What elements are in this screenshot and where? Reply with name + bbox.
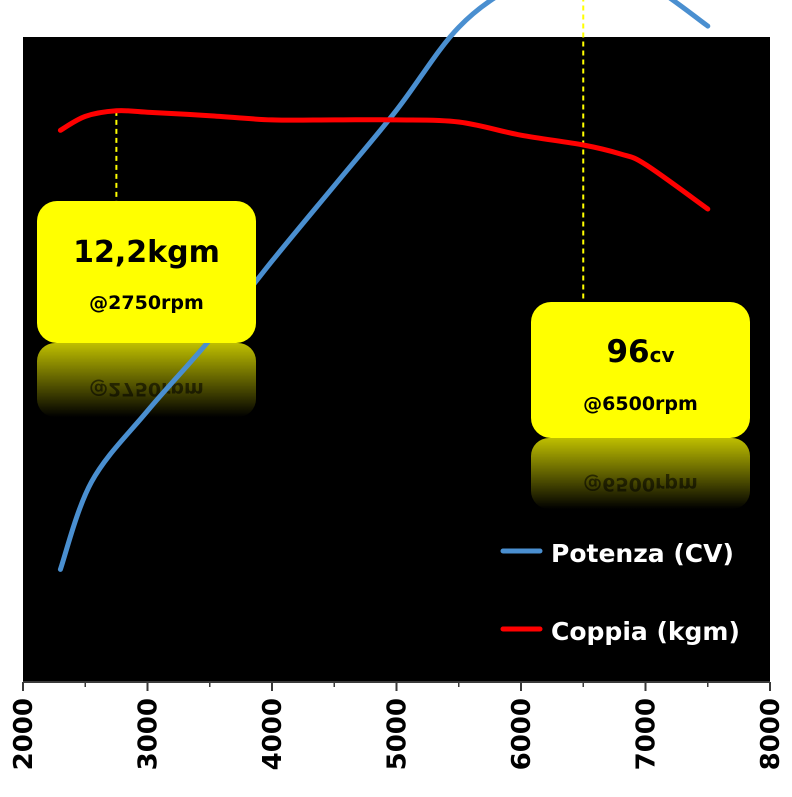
callout-reflection: @6500rpm bbox=[531, 438, 750, 509]
callout-value: 12,2kgm bbox=[73, 235, 220, 270]
series-line-power bbox=[57, 0, 711, 572]
legend-label-torque: Coppia (kgm) bbox=[551, 617, 740, 646]
callout-box bbox=[37, 201, 256, 343]
callout-value-number: 96 bbox=[606, 334, 649, 370]
legend-label-power: Potenza (CV) bbox=[551, 539, 734, 568]
x-tick-label: 4000 bbox=[258, 698, 288, 770]
x-tick-label: 8000 bbox=[756, 698, 786, 770]
x-tick-label: 5000 bbox=[383, 698, 413, 770]
x-tick-label: 6000 bbox=[507, 698, 537, 770]
callout-reflection-text: @2750rpm bbox=[89, 378, 204, 400]
callout-torque: 12,2kgm @2750rpm bbox=[37, 201, 256, 343]
annotation-callouts: 12,2kgm @2750rpm 96cv @6500rpm bbox=[37, 201, 750, 438]
x-tick-label: 3000 bbox=[134, 698, 164, 770]
x-tick-label: 2000 bbox=[9, 698, 39, 770]
callout-power: 96cv @6500rpm bbox=[531, 302, 750, 438]
annotation-guides bbox=[115, 0, 585, 302]
callout-box bbox=[531, 302, 750, 438]
callout-reflection-box bbox=[531, 438, 750, 509]
callout-value: 96cv bbox=[606, 334, 674, 370]
legend: Potenza (CV) Coppia (kgm) bbox=[500, 539, 740, 646]
callout-rpm: @2750rpm bbox=[89, 292, 204, 314]
callout-value-unit: cv bbox=[650, 343, 675, 367]
callout-value-unit: kgm bbox=[147, 235, 220, 270]
x-tick-label: 7000 bbox=[632, 698, 662, 770]
callout-reflection-box bbox=[37, 343, 256, 417]
callout-reflection-text: @6500rpm bbox=[583, 473, 698, 495]
callout-reflection: @2750rpm bbox=[37, 343, 256, 417]
callout-value-number: 12,2 bbox=[73, 235, 147, 270]
x-axis: 2000 3000 4000 5000 6000 7000 8000 bbox=[9, 681, 786, 770]
data-series bbox=[57, 0, 711, 572]
annotation-reflections: @2750rpm @6500rpm bbox=[37, 343, 750, 509]
callout-rpm: @6500rpm bbox=[583, 393, 698, 415]
